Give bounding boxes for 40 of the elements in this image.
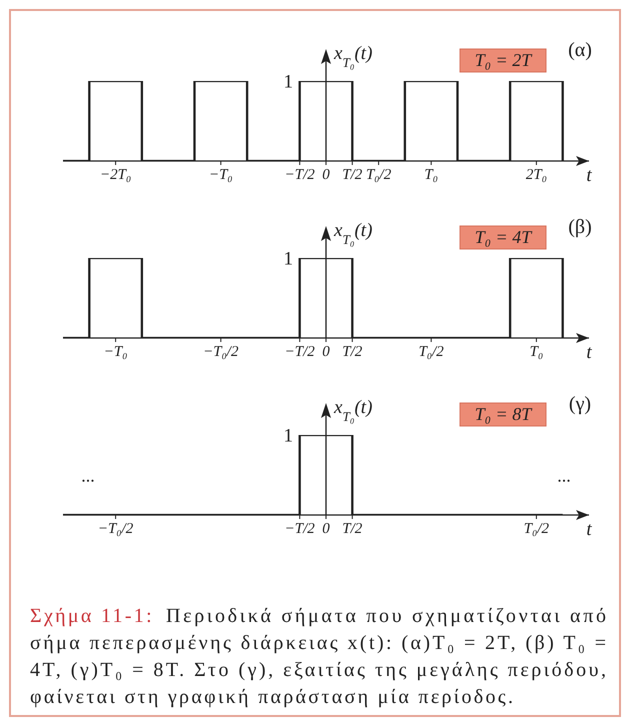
annotation: 1 xyxy=(284,426,293,447)
text: Σχήμα 11-1: xyxy=(30,605,154,627)
annotation: 1 xyxy=(284,248,293,270)
x-tick-label: −T₀ xyxy=(208,167,233,183)
x-tick-label: T/2 xyxy=(342,521,363,537)
x-tick-label: −T₀/2 xyxy=(98,521,134,537)
x-axis-title: t xyxy=(586,342,592,363)
x-tick-label: 0 xyxy=(322,521,330,537)
x-tick-label: −T/2 xyxy=(284,167,316,183)
y-axis-title: x$_{T₀}$(t) xyxy=(333,43,372,70)
x-tick-label: T/2 xyxy=(342,344,363,360)
text: σήμα πεπερασμένης διάρκειας x(t): (α)T₀ = 2T, (β) T₀ = 4T, (γ)T₀ = 8T. Στο (γ), εξαιτίας της μεγάλης περιόδου, φαίνεται στη γραφική παράσταση μία περίοδος. xyxy=(30,632,606,708)
x-tick-label: T₀/2 xyxy=(366,167,392,183)
chart-title: (γ) xyxy=(568,393,592,415)
text: Περιοδικά σήματα που σχηματίζονται από xyxy=(166,605,606,627)
x-tick-label: −T₀ xyxy=(104,344,128,360)
annotation: 1 xyxy=(284,72,293,93)
y-axis-title: x$_{T₀}$(t) xyxy=(333,220,372,246)
chart-title: (α) xyxy=(568,39,592,61)
annotation: ... xyxy=(81,465,95,486)
x-tick-label: −T/2 xyxy=(284,521,316,537)
chart-title: (β) xyxy=(568,216,592,238)
x-tick-label: 0 xyxy=(322,344,330,360)
x-tick-label: T₀/2 xyxy=(524,521,550,537)
x-tick-label: T₀/2 xyxy=(418,344,444,360)
x-tick-label: −T₀/2 xyxy=(203,344,239,360)
chart-subtitle: T₀ = 2T xyxy=(474,50,534,70)
x-tick-label: 0 xyxy=(322,167,330,183)
x-tick-label: 2T₀ xyxy=(526,167,547,183)
chart-subtitle: T₀ = 4T xyxy=(474,227,534,247)
x-tick-label: −T/2 xyxy=(284,344,316,360)
x-axis-title: t xyxy=(586,519,592,540)
chart-subtitle: T₀ = 8T xyxy=(474,404,534,424)
x-axis-title: t xyxy=(586,165,592,186)
x-tick-label: T₀ xyxy=(530,344,544,360)
annotation: ... xyxy=(557,465,571,486)
x-tick-label: −2T₀ xyxy=(100,167,132,183)
y-axis-title: x$_{T₀}$(t) xyxy=(333,397,372,424)
x-tick-label: T/2 xyxy=(342,167,363,183)
x-tick-label: T₀ xyxy=(424,167,438,183)
